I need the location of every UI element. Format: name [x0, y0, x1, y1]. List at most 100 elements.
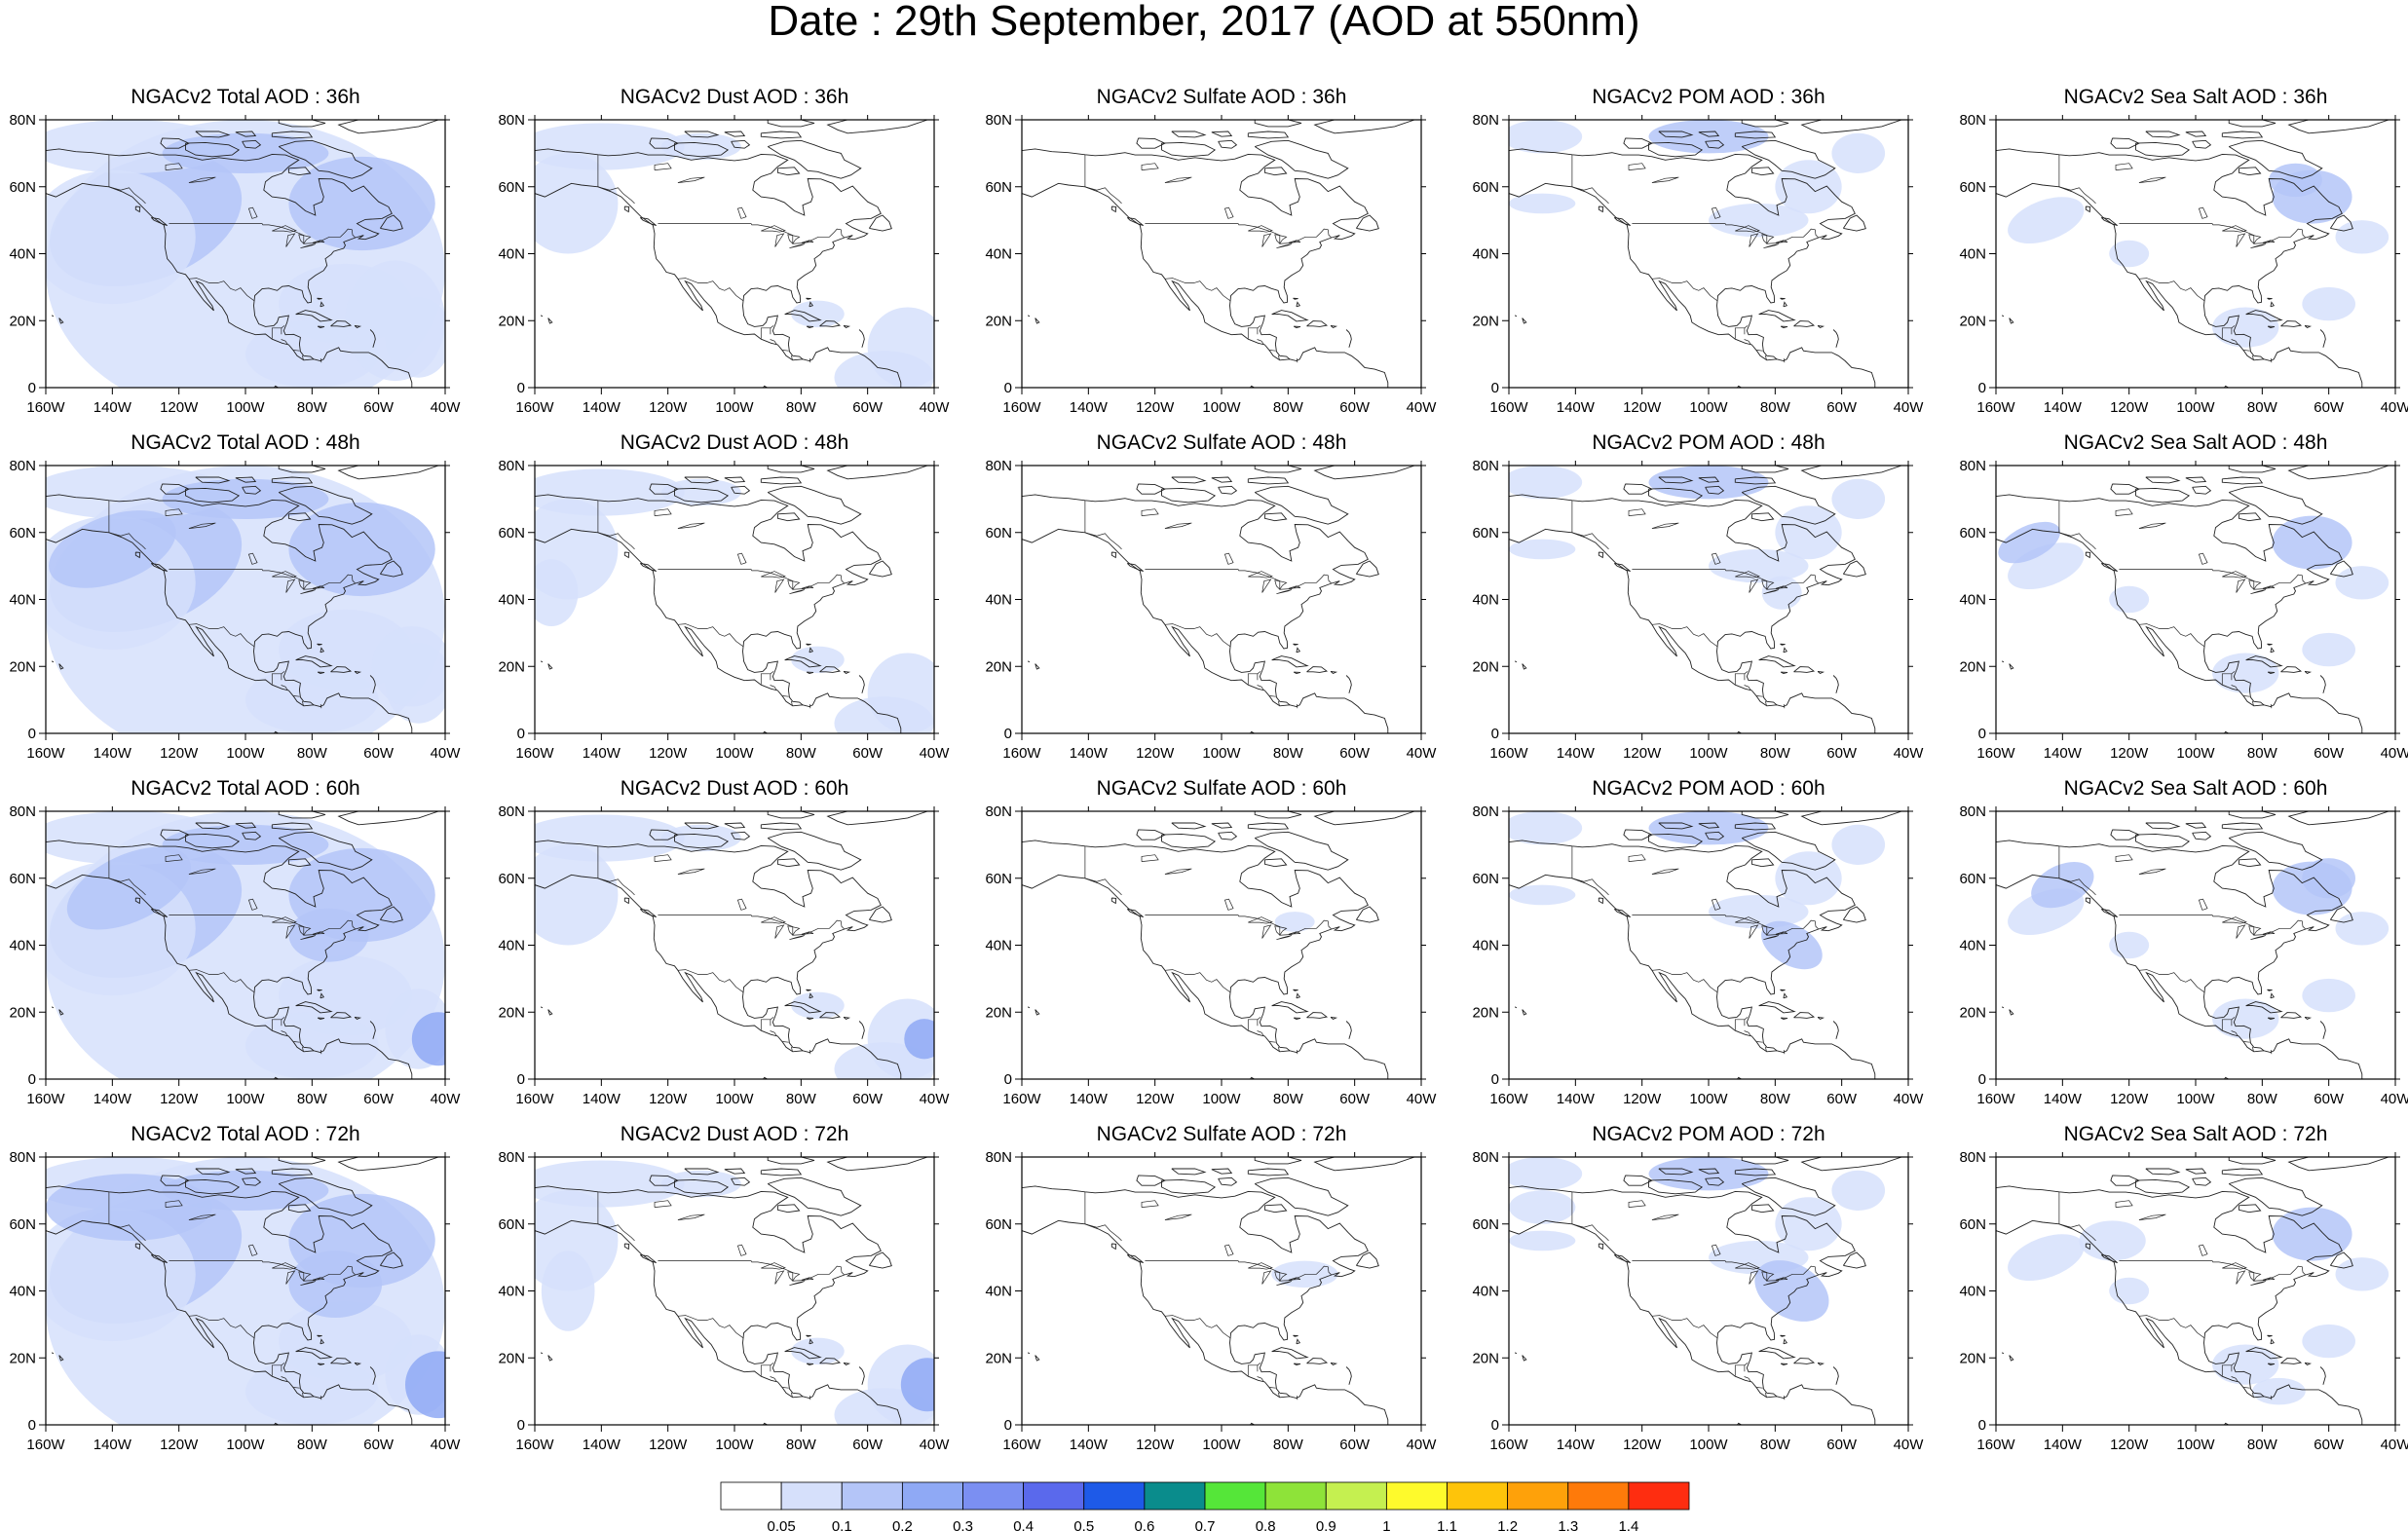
y-tick-label: 20N: [985, 1004, 1012, 1021]
coastline: [784, 310, 822, 322]
coastline: [1758, 1347, 1796, 1360]
border-line: [1783, 1396, 1786, 1400]
border-line: [2222, 571, 2247, 579]
y-tick-label: 40N: [1472, 592, 1499, 609]
x-tick-label: 100W: [2176, 399, 2215, 416]
coastline: [1741, 485, 1836, 525]
border-line: [1247, 1363, 1261, 1376]
y-tick-label: 40N: [9, 592, 36, 609]
coastlines: [1996, 466, 2389, 733]
coastline: [1313, 1157, 1415, 1172]
panel-title: NGACv2 Sea Salt AOD : 60h: [2063, 777, 2328, 800]
coastline: [806, 643, 811, 646]
border-line: [774, 233, 785, 247]
coastline: [369, 329, 376, 348]
coastline: [1843, 1251, 1866, 1269]
border-line: [1763, 243, 1779, 249]
coastline: [1306, 320, 1329, 327]
border-line: [736, 898, 747, 911]
border-line: [1628, 508, 1646, 516]
border-line: [108, 878, 146, 896]
coastline: [843, 670, 851, 675]
border-line: [320, 1396, 322, 1400]
coastline: [1022, 840, 1369, 1052]
coastline: [2270, 647, 2276, 653]
border-line: [1651, 969, 1718, 993]
coastline: [1780, 297, 1786, 300]
map-background: [1022, 120, 1421, 388]
border-line: [2252, 1046, 2254, 1052]
y-tick-label: 0: [1491, 726, 1499, 742]
coastlines: [1509, 811, 1902, 1079]
x-tick-label: 160W: [26, 745, 65, 762]
x-tick-label: 160W: [1489, 1437, 1528, 1453]
border-line: [1248, 916, 1273, 924]
aod-region: [245, 320, 379, 388]
coastline: [235, 822, 257, 829]
coastline: [2270, 992, 2276, 999]
aod-region: [162, 478, 329, 519]
border-line: [1744, 1376, 1751, 1382]
coastline: [2238, 858, 2262, 868]
x-tick-label: 100W: [2176, 1091, 2215, 1107]
coastline: [134, 1243, 141, 1251]
border-line: [1274, 579, 1288, 590]
coastline: [2330, 214, 2353, 232]
x-tick-label: 100W: [1689, 745, 1728, 762]
border-line: [1145, 915, 1333, 936]
colorbar-label: 1: [1382, 1518, 1390, 1531]
y-tick-label: 40N: [1472, 1284, 1499, 1300]
border-line: [293, 1387, 300, 1389]
coastline: [2145, 131, 2181, 138]
border-line: [2058, 878, 2096, 896]
x-tick-label: 140W: [1070, 745, 1109, 762]
x-tick-label: 80W: [1760, 1437, 1791, 1453]
map-background: [1996, 120, 2395, 388]
coastline: [649, 829, 679, 840]
border-line: [281, 1030, 288, 1036]
coastline: [320, 1338, 325, 1345]
map-panel: NGACv2 Sulfate AOD : 72h 160W 140W 120W 100W…: [976, 1123, 1467, 1469]
coastline: [1247, 131, 1290, 139]
border-line: [1632, 1260, 1820, 1282]
coastline: [46, 148, 393, 360]
coastline: [2009, 317, 2014, 324]
border-line: [809, 358, 811, 363]
coastline: [1022, 528, 1389, 733]
x-tick-label: 60W: [852, 1437, 884, 1453]
y-tick-label: 80N: [1959, 112, 1986, 129]
y-tick-label: 80N: [1472, 1149, 1499, 1166]
coastline: [1022, 494, 1369, 706]
coastline: [1035, 1009, 1040, 1016]
coastline: [2192, 1176, 2212, 1186]
border-line: [1734, 671, 1749, 685]
border-line: [320, 1050, 322, 1055]
y-tick-label: 80N: [985, 1149, 1012, 1166]
border-line: [2252, 355, 2254, 360]
x-tick-label: 40W: [1894, 1091, 1925, 1107]
coastline: [2001, 1352, 2005, 1355]
y-tick-label: 40N: [985, 1284, 1012, 1300]
border-line: [1735, 571, 1760, 579]
coastline: [2185, 476, 2207, 483]
coastline: [843, 1362, 851, 1366]
coastline: [2221, 476, 2264, 485]
map-plot: 160W 140W 120W 100W 80W 60W 40W 80N 60N 40N 20N 0: [498, 112, 950, 416]
coastline: [2287, 811, 2389, 826]
x-tick-label: 60W: [2314, 399, 2345, 416]
colorbar-label: 1.4: [1618, 1518, 1638, 1531]
coastline: [776, 512, 801, 522]
panel-title: NGACv2 Total AOD : 72h: [131, 1123, 360, 1145]
border-line: [1763, 589, 1779, 595]
panel-title: NGACv2 Sulfate AOD : 36h: [1096, 86, 1347, 108]
border-line: [1269, 350, 1276, 352]
border-line: [165, 1200, 183, 1208]
coastline: [330, 666, 353, 673]
x-tick-label: 80W: [786, 1091, 817, 1107]
coastline: [1171, 476, 1207, 484]
coastline: [2319, 329, 2326, 348]
coastline: [1522, 1355, 1527, 1362]
x-tick-label: 160W: [1976, 1091, 2015, 1107]
coastline: [1171, 1168, 1207, 1176]
border-line: [2198, 1244, 2208, 1256]
